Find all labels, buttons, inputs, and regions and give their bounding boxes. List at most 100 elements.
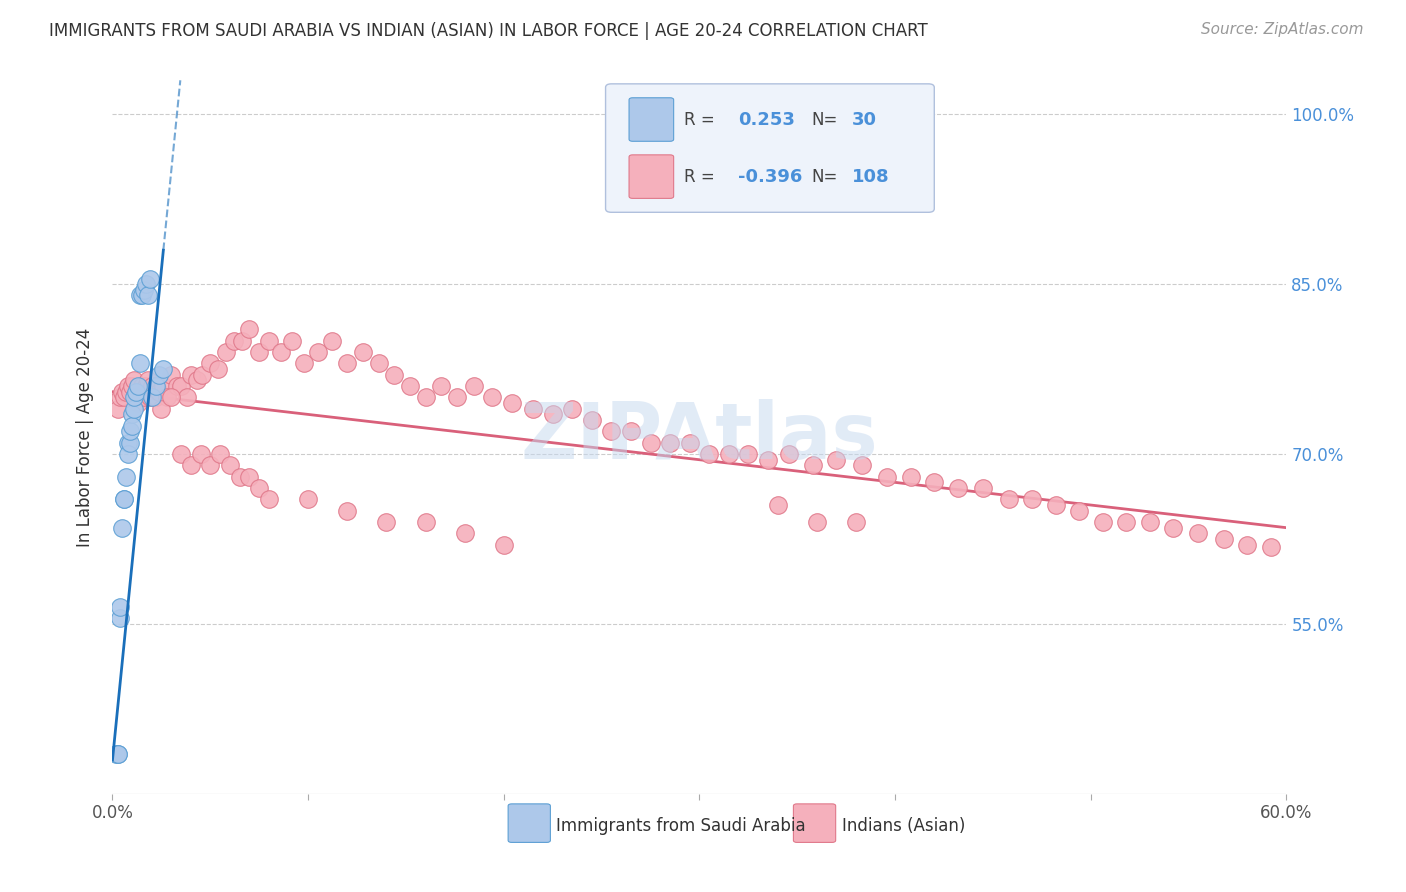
Point [766, 498, 789, 512]
Point [541, 408, 564, 422]
Point [148, 384, 170, 399]
Point [128, 356, 150, 370]
Point [122, 391, 145, 405]
Point [115, 384, 138, 399]
Point [281, 334, 304, 348]
Point [110, 391, 132, 405]
Point [247, 345, 270, 359]
Point [166, 379, 188, 393]
Point [463, 379, 485, 393]
Point [112, 492, 135, 507]
Point [399, 379, 422, 393]
Text: Indians (Asian): Indians (Asian) [842, 817, 965, 835]
Point [117, 447, 139, 461]
Point [481, 391, 503, 405]
Point [121, 408, 143, 422]
Point [522, 401, 544, 416]
Point [180, 368, 202, 382]
Point [180, 458, 202, 473]
Text: R =: R = [685, 168, 716, 186]
Point [127, 396, 149, 410]
Point [152, 362, 174, 376]
Point [122, 401, 145, 416]
Point [801, 458, 824, 473]
Point [806, 515, 828, 529]
Point [120, 425, 142, 439]
Point [150, 401, 173, 416]
Point [200, 458, 222, 473]
Point [117, 379, 139, 393]
Point [321, 334, 343, 348]
Point [186, 374, 208, 388]
Point [1187, 526, 1209, 541]
Point [825, 452, 848, 467]
Point [257, 334, 280, 348]
Point [352, 345, 374, 359]
Text: 108: 108 [852, 168, 890, 186]
Text: Immigrants from Saudi Arabia: Immigrants from Saudi Arabia [557, 817, 806, 835]
Point [659, 435, 682, 450]
Point [121, 418, 143, 433]
Text: -0.396: -0.396 [738, 168, 803, 186]
Point [120, 384, 142, 399]
Point [219, 458, 242, 473]
Point [415, 515, 437, 529]
Point [222, 334, 245, 348]
Point [111, 521, 134, 535]
Point [756, 452, 779, 467]
Point [120, 435, 142, 450]
Point [1045, 498, 1067, 512]
Point [600, 425, 623, 439]
Point [128, 384, 150, 399]
Point [131, 288, 153, 302]
Point [125, 384, 148, 399]
Point [191, 368, 214, 382]
Text: N=: N= [811, 168, 838, 186]
Point [876, 469, 898, 483]
Point [121, 379, 143, 393]
Point [132, 283, 155, 297]
FancyBboxPatch shape [508, 804, 550, 842]
Point [900, 469, 922, 483]
Point [1161, 521, 1184, 535]
Point [110, 611, 132, 625]
Text: R =: R = [685, 111, 716, 128]
Point [228, 469, 250, 483]
Point [257, 492, 280, 507]
Point [131, 379, 153, 393]
Text: ZIPAtlas: ZIPAtlas [520, 399, 879, 475]
Point [1067, 504, 1090, 518]
Point [160, 391, 183, 405]
Point [190, 447, 212, 461]
FancyBboxPatch shape [606, 84, 934, 212]
Point [136, 288, 159, 302]
Point [697, 447, 720, 461]
Point [1021, 492, 1043, 507]
Point [231, 334, 253, 348]
Point [561, 401, 583, 416]
Point [145, 391, 167, 405]
Point [307, 345, 329, 359]
Point [138, 271, 160, 285]
Point [122, 374, 145, 388]
Point [1236, 538, 1258, 552]
Point [501, 396, 523, 410]
Text: Source: ZipAtlas.com: Source: ZipAtlas.com [1201, 22, 1364, 37]
Text: N=: N= [811, 111, 838, 128]
Point [238, 469, 260, 483]
Point [170, 379, 193, 393]
Point [717, 447, 740, 461]
Point [1260, 540, 1282, 554]
Point [679, 435, 702, 450]
Point [141, 379, 163, 393]
Point [112, 391, 135, 405]
Point [215, 345, 238, 359]
Point [997, 492, 1019, 507]
Point [292, 356, 315, 370]
Y-axis label: In Labor Force | Age 20-24: In Labor Force | Age 20-24 [76, 327, 94, 547]
Point [160, 368, 183, 382]
Point [141, 391, 163, 405]
Point [117, 435, 139, 450]
Point [851, 458, 873, 473]
Text: 0.253: 0.253 [738, 111, 796, 128]
